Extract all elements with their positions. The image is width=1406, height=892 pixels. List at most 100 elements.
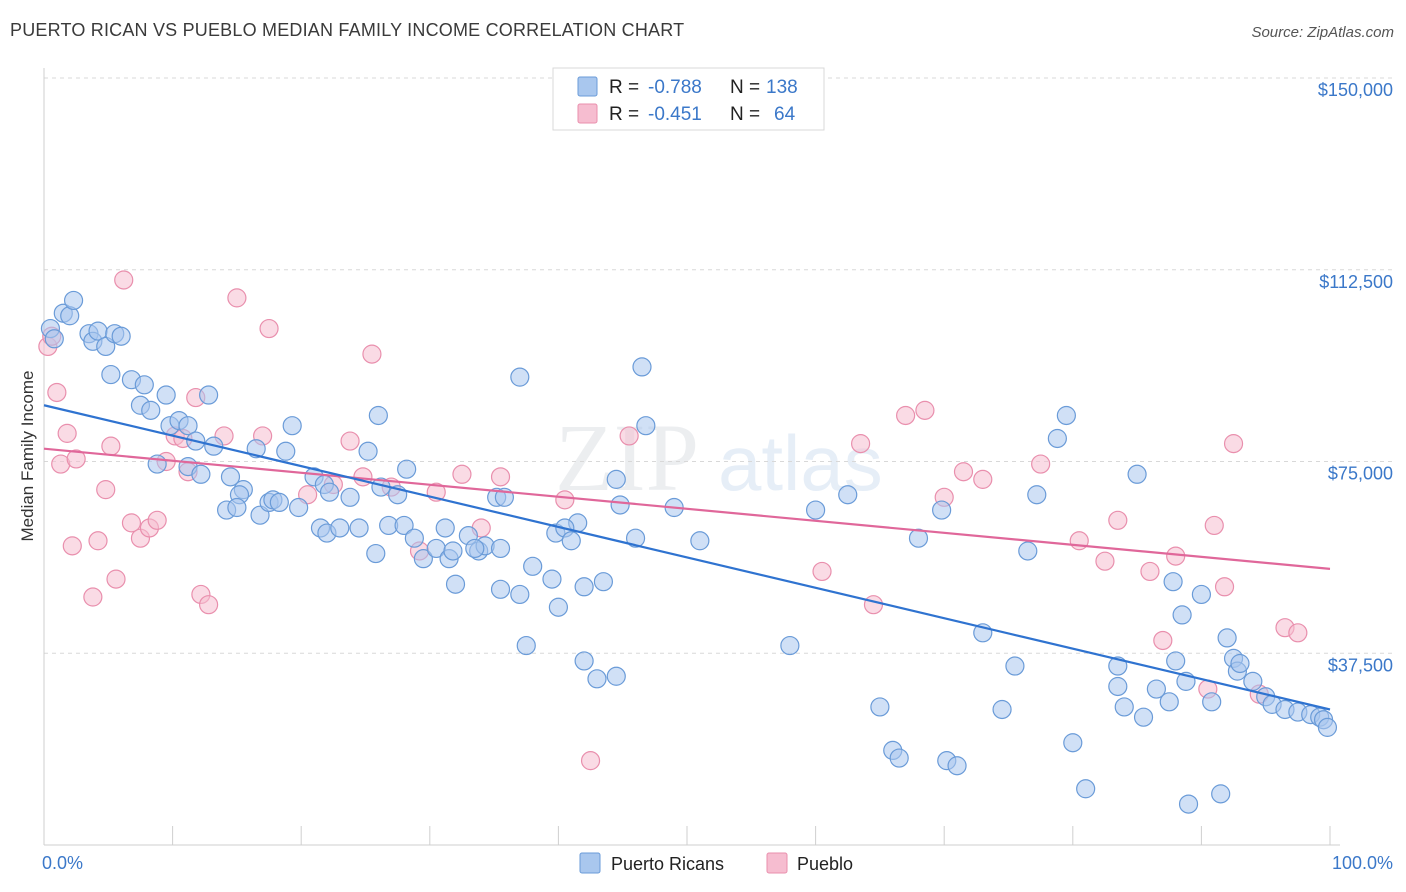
puerto-rican-point-87 xyxy=(625,528,646,548)
series-legend-label-pueblo: Pueblo xyxy=(797,854,853,874)
y-axis-label: Median Family Income xyxy=(18,370,37,541)
legend-n-label-1: N = xyxy=(730,77,760,98)
puerto-rican-point-103 xyxy=(992,699,1012,720)
legend-swatch-pink xyxy=(577,103,598,124)
puerto-rican-point-105 xyxy=(1018,541,1038,561)
svg-text:ZIP: ZIP xyxy=(555,404,699,511)
puerto-rican-point-25 xyxy=(191,464,211,484)
pueblo-point-46 xyxy=(915,400,935,420)
y-tick-label-2: $112,500 xyxy=(1319,272,1393,292)
pueblo-point-39 xyxy=(555,490,575,510)
puerto-rican-point-92 xyxy=(780,635,800,656)
puerto-rican-point-114 xyxy=(1127,464,1147,484)
puerto-rican-point-48 xyxy=(368,405,388,426)
puerto-rican-point-60 xyxy=(443,541,463,561)
pueblo-point-52 xyxy=(1095,551,1115,571)
pueblo-point-5 xyxy=(62,536,82,556)
pueblo-point-42 xyxy=(812,561,832,582)
puerto-rican-point-65 xyxy=(465,538,485,559)
pueblo-point-60 xyxy=(1223,434,1244,454)
y-tick-label-3: $150,000 xyxy=(1318,80,1393,100)
puerto-rican-point-11 xyxy=(101,364,121,385)
legend-swatch-blue xyxy=(577,76,598,97)
puerto-rican-point-39 xyxy=(289,497,309,518)
puerto-rican-point-81 xyxy=(574,651,594,671)
puerto-rican-point-108 xyxy=(1056,405,1076,426)
series-legend-swatch-puerto-ricans xyxy=(579,852,601,874)
pueblo-point-7 xyxy=(83,587,103,607)
legend-n-value-1: 138 xyxy=(766,77,798,98)
puerto-rican-point-56 xyxy=(413,549,433,569)
pueblo-point-40 xyxy=(580,751,601,771)
trend-lines xyxy=(43,404,1331,711)
puerto-rican-point-115 xyxy=(1133,707,1154,727)
pueblo-point-50 xyxy=(1031,454,1051,474)
grid-lines xyxy=(44,77,1395,654)
puerto-rican-point-118 xyxy=(1163,572,1183,592)
puerto-rican-point-126 xyxy=(1217,628,1237,648)
puerto-rican-point-88 xyxy=(632,357,652,377)
series-legend: Puerto Ricans Pueblo xyxy=(579,852,853,874)
puerto-rican-point-44 xyxy=(330,518,350,538)
puerto-rican-point-86 xyxy=(610,495,630,515)
pueblo-point-12 xyxy=(114,270,134,290)
pueblo-point-63 xyxy=(1288,623,1308,643)
puerto-rican-point-84 xyxy=(606,666,626,686)
chart-title: PUERTO RICAN VS PUEBLO MEDIAN FAMILY INC… xyxy=(10,20,685,40)
puerto-rican-point-122 xyxy=(1178,794,1199,814)
puerto-rican-point-64 xyxy=(445,574,466,594)
puerto-rican-point-124 xyxy=(1202,692,1222,712)
puerto-rican-point-51 xyxy=(397,459,417,479)
legend-n-label-2: N = xyxy=(730,104,760,125)
pueblo-point-55 xyxy=(1153,630,1173,651)
y-tick-label-0: $37,500 xyxy=(1328,655,1393,675)
pueblo-point-58 xyxy=(1204,515,1224,536)
legend-r-value-1: -0.788 xyxy=(648,77,702,98)
pueblo-point-44 xyxy=(863,595,884,615)
puerto-rican-point-71 xyxy=(516,635,536,656)
puerto-rican-point-104 xyxy=(1005,656,1025,676)
puerto-rican-point-94 xyxy=(838,485,858,505)
pueblo-point-38 xyxy=(490,467,511,487)
puerto-rican-point-91 xyxy=(690,531,710,551)
puerto-rican-point-10 xyxy=(111,326,131,346)
puerto-rican-point-47 xyxy=(358,441,378,461)
puerto-rican-point-99 xyxy=(932,500,952,520)
pueblo-point-45 xyxy=(896,405,916,426)
puerto-rican-point-111 xyxy=(1108,656,1128,676)
puerto-rican-point-1 xyxy=(44,329,64,349)
puerto-rican-point-74 xyxy=(542,569,562,589)
pueblo-point-10 xyxy=(101,436,121,456)
puerto-rican-point-110 xyxy=(1076,779,1096,799)
axes xyxy=(43,68,1340,846)
puerto-rican-point-78 xyxy=(561,531,581,551)
puerto-rican-point-106 xyxy=(1027,485,1047,505)
x-label-right: 100.0% xyxy=(1332,853,1393,873)
puerto-rican-point-112 xyxy=(1108,676,1128,697)
pueblo-point-59 xyxy=(1214,577,1235,597)
puerto-rican-point-98 xyxy=(908,528,929,548)
pueblo-point-54 xyxy=(1140,561,1160,582)
puerto-rican-point-120 xyxy=(1172,605,1192,625)
stats-legend: R = -0.788 N = 138 R = -0.451 N = 64 xyxy=(552,67,825,131)
pueblo-point-16 xyxy=(147,510,167,530)
legend-n-value-2: 64 xyxy=(774,104,796,125)
puerto-rican-point-55 xyxy=(404,528,424,548)
x-label-left: 0.0% xyxy=(42,853,83,873)
puerto-rican-point-123 xyxy=(1191,584,1212,605)
puerto-rican-point-138 xyxy=(1317,717,1338,737)
puerto-rican-point-13 xyxy=(134,375,154,395)
puerto-rican-point-15 xyxy=(141,400,161,420)
puerto-rican-point-83 xyxy=(593,572,614,592)
puerto-rican-point-17 xyxy=(199,385,219,405)
pueblo-point-48 xyxy=(953,462,974,482)
puerto-rican-point-97 xyxy=(889,748,909,768)
pueblo-point-41 xyxy=(619,426,639,446)
pueblo-point-30 xyxy=(340,431,360,451)
puerto-rican-point-129 xyxy=(1230,653,1250,674)
puerto-rican-point-117 xyxy=(1159,692,1179,712)
puerto-rican-point-38 xyxy=(269,492,289,513)
pueblo-point-53 xyxy=(1108,510,1128,530)
puerto-rican-point-73 xyxy=(523,556,543,576)
